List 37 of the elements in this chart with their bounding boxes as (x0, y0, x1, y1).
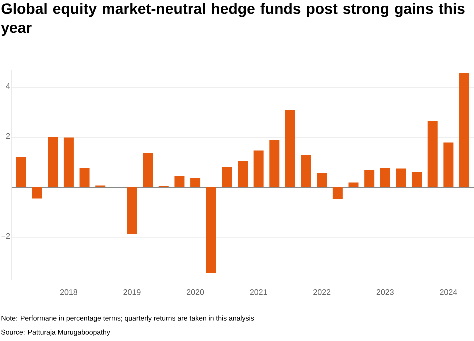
x-tick-label: 2020 (187, 290, 204, 296)
x-tick-label: 2018 (60, 290, 78, 296)
bar (206, 188, 216, 274)
bar (460, 73, 470, 188)
y-tick-label: −2 (2, 233, 10, 239)
x-tick-label: 2021 (250, 290, 268, 296)
bar (48, 137, 58, 188)
x-tick-label: 2023 (376, 290, 394, 296)
x-tick-label: 2024 (440, 290, 458, 296)
bar (380, 168, 390, 188)
bar (428, 121, 438, 188)
bar (64, 138, 74, 188)
bar (238, 161, 248, 188)
bar (444, 142, 454, 188)
y-tick-label: 2 (6, 133, 10, 139)
bar (127, 188, 138, 234)
chart-title: Global equity market-neutral hedge funds post strong gains this year (1, 3, 465, 36)
bar (190, 178, 201, 188)
bar (396, 168, 406, 188)
bar (348, 182, 359, 188)
bar (80, 168, 90, 188)
y-tick-label: 4 (6, 83, 10, 89)
bar (285, 110, 296, 188)
bar (364, 170, 375, 188)
bar (301, 156, 312, 188)
x-tick-label: 2019 (124, 290, 141, 296)
bar (32, 188, 42, 199)
x-tick-label: 2022 (314, 290, 331, 296)
bar (412, 172, 422, 188)
bar (332, 188, 343, 200)
bar (174, 176, 185, 188)
bar (254, 150, 264, 188)
bar (16, 158, 26, 188)
bar (222, 167, 232, 188)
bar (143, 154, 154, 188)
bar (270, 140, 280, 188)
bar (317, 174, 328, 188)
